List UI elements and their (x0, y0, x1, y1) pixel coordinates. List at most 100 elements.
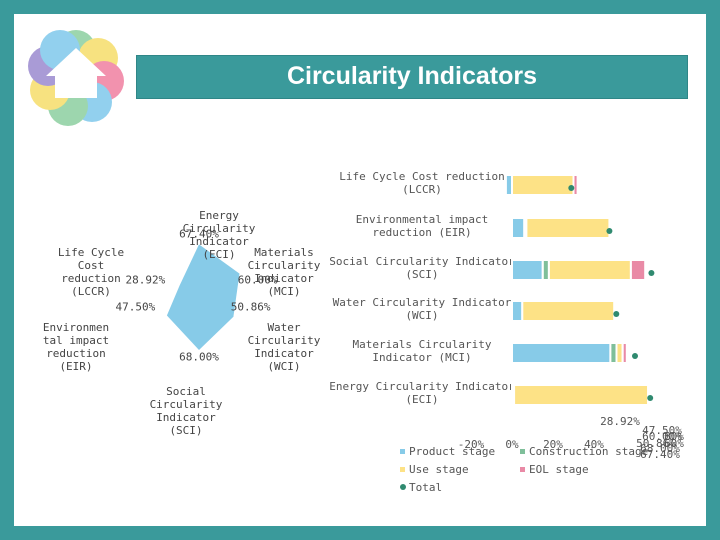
radar-value-label: 50.86% (231, 301, 271, 314)
bar-category-label: Environmental impact (356, 213, 488, 226)
x-tick-label: 40% (584, 438, 604, 451)
bar-end-labels: 28.92%47.50%60.00%50.86%68.00%67.40% (600, 415, 682, 461)
bar-category-label: (WCI) (405, 309, 438, 322)
bar-end-label: 50.86% (636, 437, 676, 450)
radar-value-label: 47.50% (115, 301, 155, 314)
radar-axis-label: (EIR) (59, 360, 92, 373)
bar-category-label: Materials Circularity (352, 338, 491, 351)
logo-house (46, 48, 106, 98)
radar-axis-label: (ECI) (202, 248, 235, 261)
radar-axis-label: (WCI) (267, 360, 300, 373)
radar-axis-label: (LCCR) (71, 285, 111, 298)
legend-swatch (400, 484, 406, 490)
legend-swatch (400, 467, 405, 472)
radar-value-label: 67.40% (179, 228, 219, 241)
bar-segments (504, 174, 652, 406)
legend-label: Construction stage (529, 445, 648, 458)
bar-segment (525, 217, 611, 239)
bar-legend: Product stage Construction stage Use stage… (400, 445, 648, 494)
bar-segment (572, 174, 579, 196)
x-tick-label: 20% (543, 438, 563, 451)
bar-x-ticks: -20% 0% 20% 40% 60%80% (458, 430, 685, 451)
legend-label: Use stage (409, 463, 469, 476)
bar-segment (511, 259, 544, 281)
radar-axis-label: Energy (199, 209, 239, 222)
bar-end-label: 68.00% (640, 442, 680, 455)
bar-category-label: (ECI) (405, 393, 438, 406)
bar-category-label: Water Circularity Indicator (333, 296, 512, 309)
bar-category-label: reduction (EIR) (372, 226, 471, 239)
radar-axis-label: Indicator (156, 411, 216, 424)
radar-axis-label: Cost (78, 259, 105, 272)
bar-segment (647, 384, 652, 406)
bar-category-labels: Life Cycle Cost reduction(LCCR) Environme… (329, 170, 515, 406)
bar-end-label: 28.92% (600, 415, 640, 428)
radar-axis-label: Water (267, 321, 300, 334)
bar-category-label: (SCI) (405, 268, 438, 281)
legend-label: EOL stage (529, 463, 589, 476)
logo-icon (28, 30, 124, 126)
radar-axis-label: Circularity (150, 398, 223, 411)
radar-value-label: 28.92% (125, 273, 165, 286)
radar-value-labels: 67.40% 60.00% 50.86% 68.00% 47.50% 28.92% (115, 228, 277, 364)
radar-value-label: 68.00% (179, 350, 219, 363)
bar-segment (511, 174, 575, 196)
bar-segment (513, 384, 650, 406)
radar-axis-label: Circularity (248, 334, 321, 347)
total-marker (606, 228, 613, 234)
x-tick-label: 60% (664, 437, 684, 450)
bar-category-label: Life Cycle Cost reduction (339, 170, 505, 183)
radar-axis-label: Materials (254, 246, 314, 259)
total-marker (632, 353, 638, 359)
bar-chart: Life Cycle Cost reduction(LCCR) Environme… (329, 170, 685, 494)
radar-axis-label: reduction (61, 272, 121, 285)
bar-end-label: 67.40% (640, 448, 680, 461)
radar-axis-label: Social (166, 385, 206, 398)
total-marker (613, 311, 620, 317)
radar-axis-label: Indicator (189, 235, 249, 248)
bar-segment (621, 342, 628, 364)
bar-category-label: (LCCR) (402, 183, 442, 196)
bar-segment (511, 300, 524, 322)
bar-segment (511, 342, 612, 364)
bar-segment (629, 259, 647, 281)
title-bar: Circularity Indicators (136, 55, 688, 99)
bar-end-label: 60.00% (642, 430, 682, 443)
x-tick-label: 0% (505, 438, 519, 451)
slide-title: Circularity Indicators (286, 62, 538, 90)
total-marker (568, 185, 575, 191)
bar-segment (615, 342, 624, 364)
radar-axis-label: Indicator (254, 272, 314, 285)
bar-segment (521, 300, 616, 322)
radar-axis-label: Life Cycle (58, 246, 124, 259)
radar-axis-label: (MCI) (267, 285, 300, 298)
radar-axis-label: Circularity (183, 222, 256, 235)
radar-value-label: 60.00% (238, 273, 278, 286)
total-marker (648, 270, 655, 276)
bar-category-label: Indicator (MCI) (372, 351, 471, 364)
legend-label: Total (409, 481, 442, 494)
bar-segment (511, 217, 526, 239)
legend-swatch (400, 449, 405, 454)
radar-axis-label: Circularity (248, 259, 321, 272)
bar-category-label: Energy Circularity Indicator (329, 380, 515, 393)
legend-swatch (520, 467, 525, 472)
bar-segment (613, 300, 618, 322)
radar-axis-label: tal impact (43, 334, 109, 347)
bar-total-markers (568, 185, 655, 401)
radar-area (166, 244, 240, 350)
radar-axis-label: (SCI) (169, 424, 202, 437)
legend-label: Product stage (409, 445, 495, 458)
total-marker (647, 395, 654, 401)
slide: Circularity Indicators Energy Circularity… (14, 14, 706, 526)
bar-category-label: Social Circularity Indicator (329, 255, 515, 268)
radar-axis-label: Indicator (254, 347, 314, 360)
legend-swatch (520, 449, 525, 454)
radar-axis-label: reduction (46, 347, 106, 360)
x-tick-label: 80% (664, 430, 684, 443)
bar-end-label: 47.50% (642, 424, 682, 437)
radar-axis-label: Environmen (43, 321, 109, 334)
x-tick-label: -20% (458, 438, 485, 451)
